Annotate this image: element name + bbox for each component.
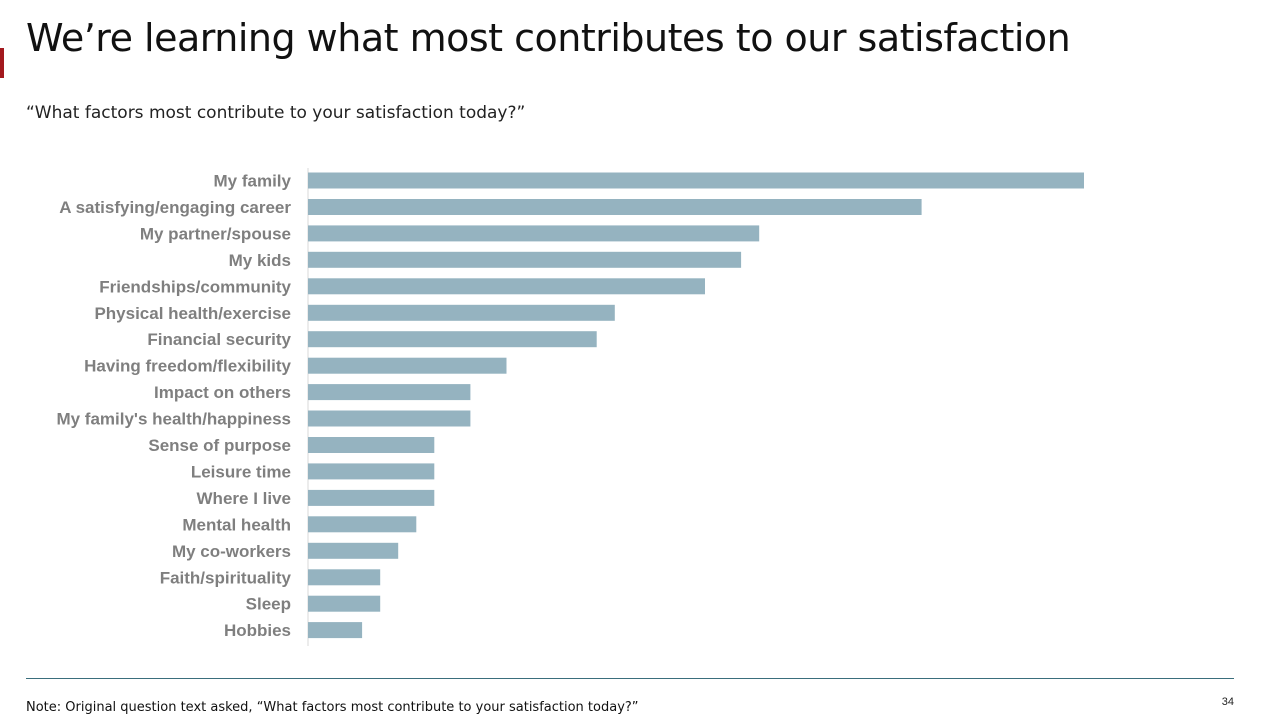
bar-15 [308,569,381,586]
category-label-11: Leisure time [191,462,291,481]
category-label-3: My kids [229,251,291,270]
footer-divider [26,678,1234,679]
bar-3 [308,251,742,268]
bars-group [308,172,1084,639]
bar-14 [308,542,399,559]
category-label-4: Friendships/community [99,277,291,296]
bar-13 [308,516,417,533]
category-label-17: Hobbies [224,621,291,640]
bar-12 [308,489,435,506]
bar-9 [308,410,471,427]
category-label-13: Mental health [182,515,291,534]
category-labels-group: My family A satisfying/engaging career My … [56,172,291,641]
bar-1 [308,199,922,215]
category-label-1: A satisfying/engaging career [59,198,291,217]
bar-5 [308,304,615,321]
category-label-14: My co-workers [172,542,291,561]
bar-10 [308,437,435,453]
category-label-5: Physical health/exercise [94,304,291,323]
bar-0 [308,172,1084,189]
bar-chart: My family A satisfying/engaging career My … [56,168,1084,646]
bar-8 [308,384,471,401]
category-label-9: My family's health/happiness [56,410,291,429]
category-label-15: Faith/spirituality [160,568,292,587]
category-label-10: Sense of purpose [148,436,291,455]
footnote: Note: Original question text asked, “Wha… [26,700,639,715]
chart-subtitle: “What factors most contribute to your sa… [26,103,526,123]
bar-16 [308,595,381,612]
category-label-0: My family [214,172,292,191]
category-label-7: Having freedom/flexibility [84,357,291,376]
title-accent-bar [0,48,4,78]
bar-7 [308,357,507,374]
bar-6 [308,331,597,348]
bar-2 [308,225,760,242]
bar-11 [308,463,435,480]
category-label-6: Financial security [147,330,291,349]
category-label-8: Impact on others [154,383,291,402]
category-label-12: Where I live [197,489,291,508]
bar-17 [308,622,363,639]
bar-4 [308,278,705,295]
page-number: 34 [1221,696,1234,708]
slide-title: We’re learning what most contributes to … [26,16,1071,60]
category-label-2: My partner/spouse [140,224,291,243]
category-label-16: Sleep [246,595,291,614]
